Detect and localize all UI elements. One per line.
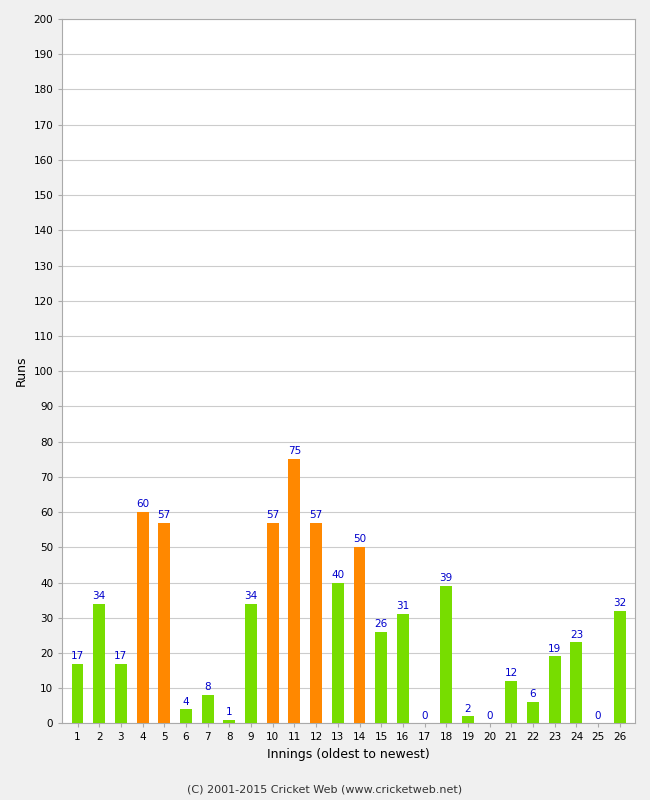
Text: 50: 50 [353, 534, 366, 545]
Bar [549, 657, 561, 723]
Y-axis label: Runs: Runs [15, 356, 28, 386]
Bar [93, 604, 105, 723]
Text: 57: 57 [309, 510, 323, 520]
Bar [332, 582, 344, 723]
Bar [245, 604, 257, 723]
Text: 26: 26 [374, 619, 388, 629]
Text: 2: 2 [465, 703, 471, 714]
Text: 17: 17 [71, 650, 84, 661]
Bar [159, 522, 170, 723]
Bar [506, 681, 517, 723]
Text: 57: 57 [266, 510, 280, 520]
Text: 40: 40 [332, 570, 344, 580]
Text: 34: 34 [244, 591, 257, 601]
Bar [614, 610, 626, 723]
Text: 60: 60 [136, 499, 149, 510]
Text: 17: 17 [114, 650, 127, 661]
Text: 4: 4 [183, 697, 189, 706]
Text: 57: 57 [158, 510, 171, 520]
Bar [202, 695, 214, 723]
X-axis label: Innings (oldest to newest): Innings (oldest to newest) [267, 748, 430, 761]
Bar [397, 614, 409, 723]
Text: 0: 0 [595, 710, 601, 721]
Bar [440, 586, 452, 723]
Bar [266, 522, 279, 723]
Bar [571, 642, 582, 723]
Bar [354, 547, 365, 723]
Bar [136, 512, 149, 723]
Text: 23: 23 [570, 630, 583, 639]
Text: 75: 75 [288, 446, 301, 457]
Bar [180, 710, 192, 723]
Text: 1: 1 [226, 707, 233, 717]
Bar [462, 716, 474, 723]
Bar [310, 522, 322, 723]
Text: 6: 6 [530, 690, 536, 699]
Text: 19: 19 [548, 644, 562, 654]
Text: 12: 12 [505, 668, 518, 678]
Text: 39: 39 [439, 574, 453, 583]
Text: 0: 0 [486, 710, 493, 721]
Text: 31: 31 [396, 602, 410, 611]
Text: 34: 34 [92, 591, 106, 601]
Text: 0: 0 [421, 710, 428, 721]
Bar [115, 663, 127, 723]
Bar [375, 632, 387, 723]
Bar [289, 459, 300, 723]
Text: 32: 32 [613, 598, 627, 608]
Bar [72, 663, 83, 723]
Text: 8: 8 [204, 682, 211, 693]
Text: (C) 2001-2015 Cricket Web (www.cricketweb.net): (C) 2001-2015 Cricket Web (www.cricketwe… [187, 784, 463, 794]
Bar [224, 720, 235, 723]
Bar [527, 702, 539, 723]
